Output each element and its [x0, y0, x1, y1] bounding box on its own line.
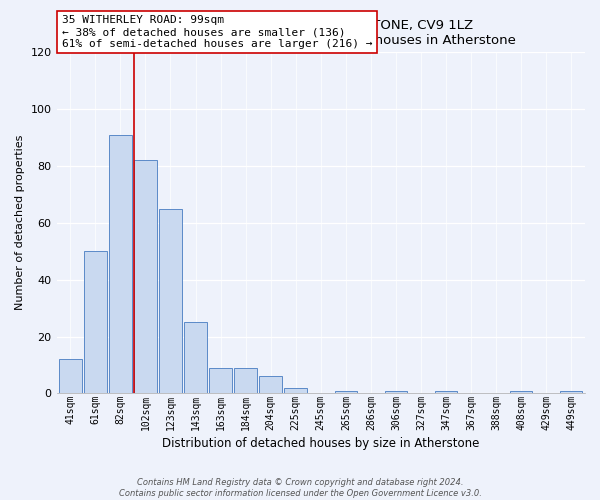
- Bar: [209, 368, 232, 394]
- Bar: [510, 390, 532, 394]
- Bar: [134, 160, 157, 394]
- X-axis label: Distribution of detached houses by size in Atherstone: Distribution of detached houses by size …: [162, 437, 479, 450]
- Bar: [59, 360, 82, 394]
- Bar: [235, 368, 257, 394]
- Text: Contains HM Land Registry data © Crown copyright and database right 2024.
Contai: Contains HM Land Registry data © Crown c…: [119, 478, 481, 498]
- Bar: [335, 390, 357, 394]
- Bar: [284, 388, 307, 394]
- Bar: [109, 134, 131, 394]
- Bar: [385, 390, 407, 394]
- Title: 35, WITHERLEY ROAD, ATHERSTONE, CV9 1LZ
Size of property relative to detached ho: 35, WITHERLEY ROAD, ATHERSTONE, CV9 1LZ …: [125, 18, 516, 46]
- Bar: [84, 251, 107, 394]
- Bar: [259, 376, 282, 394]
- Bar: [435, 390, 457, 394]
- Bar: [159, 208, 182, 394]
- Bar: [184, 322, 207, 394]
- Text: 35 WITHERLEY ROAD: 99sqm
← 38% of detached houses are smaller (136)
61% of semi-: 35 WITHERLEY ROAD: 99sqm ← 38% of detach…: [62, 16, 373, 48]
- Y-axis label: Number of detached properties: Number of detached properties: [15, 135, 25, 310]
- Bar: [560, 390, 583, 394]
